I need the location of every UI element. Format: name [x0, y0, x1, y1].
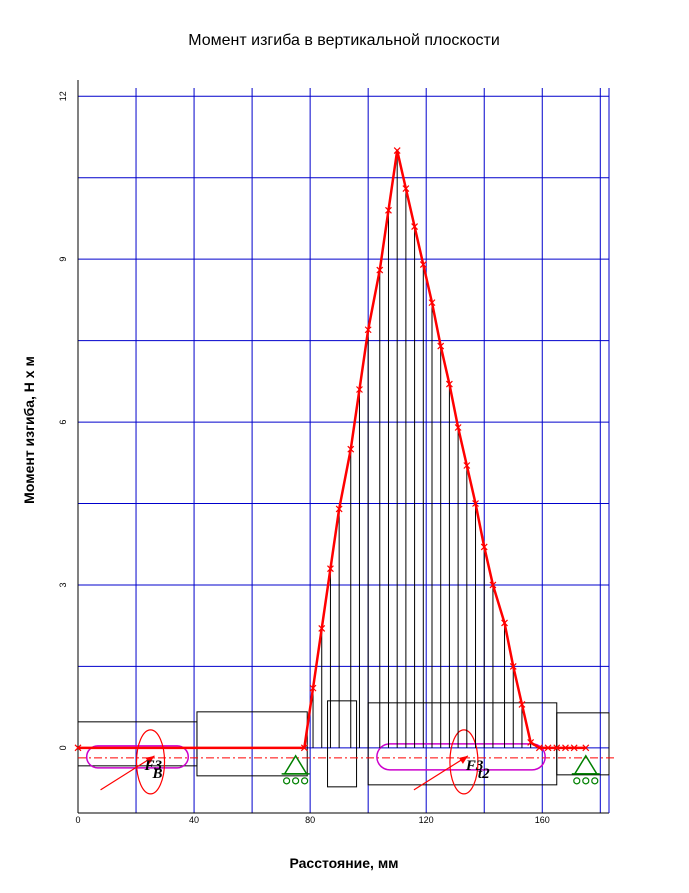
data-point-marker: [489, 581, 497, 589]
keyway-left: [85, 745, 190, 769]
plot-frame: [77, 80, 610, 814]
data-point-marker: [419, 261, 427, 269]
data-point-marker: [518, 700, 526, 708]
moment-curve: [74, 147, 590, 752]
support-roller: [283, 777, 291, 785]
y-tick-label: 6: [58, 420, 68, 425]
data-point-marker: [437, 342, 445, 350]
data-point-marker: [402, 185, 410, 193]
y-tick-labels: 0 3 6 9 12: [58, 91, 68, 750]
data-point-marker: [318, 624, 326, 632]
moment-line: [78, 149, 586, 750]
support-roller: [573, 777, 581, 785]
x-tick-label: 0: [75, 815, 80, 825]
data-point-marker: [454, 424, 462, 431]
x-tick-labels: 0 40 80 120 160: [75, 815, 549, 825]
support-roller: [301, 777, 309, 785]
data-point-marker: [527, 738, 535, 746]
data-point-marker: [376, 266, 384, 274]
data-point-marker: [570, 744, 578, 752]
y-axis-label: Момент изгиба, Н х м: [21, 356, 37, 504]
data-point-marker: [480, 543, 488, 551]
force-right-arrowhead-icon: [458, 755, 468, 764]
shaft-segment: [327, 700, 358, 788]
data-point-marker: [393, 147, 401, 155]
data-point-marker: [364, 326, 372, 334]
data-point-marker: [544, 744, 552, 752]
grid-lines: [77, 88, 609, 813]
data-point-marker: [501, 619, 508, 627]
data-point-marker: [472, 500, 479, 507]
support-left-icon: [283, 754, 308, 775]
force-right-arrow-icon: [413, 755, 469, 791]
x-tick-label: 160: [535, 815, 550, 825]
data-point-marker: [535, 744, 543, 752]
support-roller: [582, 777, 590, 785]
y-tick-label: 12: [58, 91, 68, 101]
force-left-arrow-icon: [100, 755, 155, 791]
force-left-sub: B: [152, 766, 163, 782]
data-point-marker: [335, 505, 343, 513]
support-roller: [591, 777, 599, 785]
shaft-segment: [196, 711, 308, 777]
shaft-segment: [556, 712, 610, 776]
data-point-marker: [74, 744, 82, 752]
force-right-rotation-icon: [449, 729, 479, 795]
x-tick-label: 40: [189, 815, 199, 825]
data-point-marker: [356, 386, 363, 393]
shaft-segment: [77, 721, 198, 767]
data-point-marker: [385, 206, 392, 214]
data-point-marker: [463, 462, 471, 469]
y-tick-label: 0: [58, 745, 68, 750]
x-axis-label: Расстояние, мм: [289, 855, 398, 871]
data-point-marker: [428, 299, 436, 307]
force-right-label: F3: [465, 758, 484, 774]
support-right-icon: [573, 754, 599, 775]
x-tick-label: 80: [305, 815, 315, 825]
data-point-marker: [509, 662, 517, 670]
force-right-sub: t2: [478, 766, 490, 782]
support-roller: [292, 777, 300, 785]
y-tick-label: 9: [58, 257, 68, 262]
data-point-marker: [582, 744, 590, 752]
data-point-marker: [553, 744, 561, 752]
data-point-marker: [327, 565, 334, 573]
data-point-marker: [347, 445, 355, 453]
data-point-marker: [411, 223, 419, 231]
x-tick-label: 120: [419, 815, 434, 825]
data-point-marker: [300, 744, 308, 752]
force-left-arrowhead-icon: [145, 755, 155, 764]
data-point-marker: [445, 380, 453, 388]
hatch-lines: [312, 150, 532, 748]
data-point-marker: [309, 684, 317, 692]
force-left-label: F3: [144, 758, 163, 774]
chart-title: Момент изгиба в вертикальной плоскости: [188, 32, 500, 49]
y-tick-label: 3: [58, 582, 68, 587]
keyway-right: [376, 743, 546, 771]
force-left-rotation-icon: [135, 729, 166, 795]
data-point-marker: [562, 744, 569, 752]
